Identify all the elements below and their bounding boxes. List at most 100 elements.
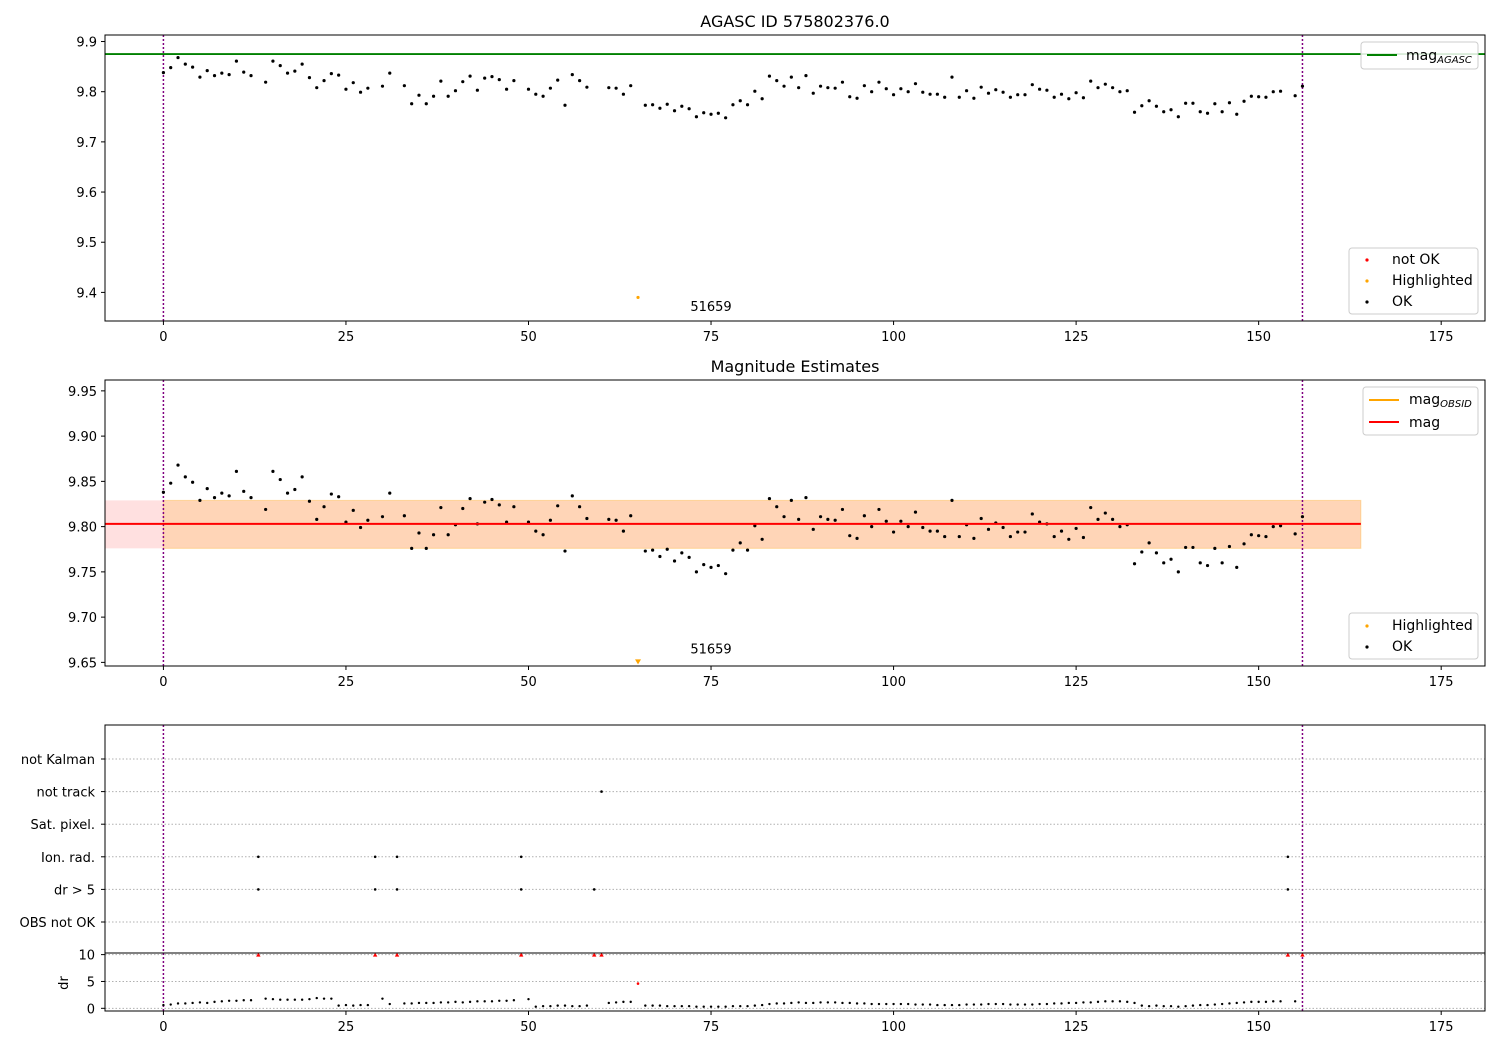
dr-point (381, 997, 384, 1000)
dr-point (906, 1002, 910, 1006)
ok-point (1293, 94, 1297, 98)
flags-row-labels: not Kalman not track Sat. pixel. Ion. rad. d… (20, 753, 105, 931)
ok-point (461, 506, 465, 511)
flags-axes-frame (104, 724, 1486, 1012)
x-tick-label: 125 (1064, 1020, 1089, 1035)
ok-point (585, 516, 589, 521)
x-tick-label: 125 (1064, 675, 1089, 690)
ok-point (548, 86, 552, 90)
legend-label-ok: OK (1392, 294, 1413, 310)
ok-point (870, 90, 874, 94)
ok-point (183, 475, 187, 479)
ok-point (621, 92, 626, 96)
x-tick-label: 100 (881, 675, 906, 690)
dr-point (403, 1002, 406, 1005)
dr-point (541, 1004, 545, 1008)
magnitude-axes-frame (104, 379, 1486, 667)
dr-point (863, 1002, 866, 1005)
ok-point (1052, 95, 1056, 99)
dr-point (308, 997, 311, 1001)
y-tick-label: 9.5 (76, 236, 97, 251)
dr-point (782, 1002, 786, 1005)
agasc-points (161, 55, 1305, 300)
x-tick-label: 175 (1429, 330, 1454, 345)
ok-point (1300, 515, 1305, 519)
ok-point (366, 86, 370, 90)
ok-point (431, 533, 436, 537)
ok-point (862, 84, 866, 88)
ok-point (1045, 88, 1049, 92)
dr-point (388, 1002, 391, 1006)
legend-marker-not-ok (1365, 258, 1369, 262)
ok-point (1235, 565, 1239, 569)
dr-point (337, 1004, 340, 1007)
ok-point (818, 84, 823, 88)
ok-point (1227, 101, 1232, 105)
ok-point (767, 496, 772, 501)
x-tick-label: 125 (1064, 330, 1089, 345)
dr-point (1016, 1003, 1019, 1006)
dr-highlighted-point (636, 982, 640, 985)
dr-point (1009, 1003, 1012, 1006)
ok-point (1118, 90, 1122, 94)
ok-point (585, 85, 589, 89)
ok-point (658, 106, 662, 110)
magnitude-point-legend-box (1348, 612, 1479, 660)
ok-point (1242, 542, 1246, 546)
dr-point (446, 1001, 450, 1004)
dr-point (746, 1004, 749, 1008)
ok-point (818, 515, 823, 519)
ok-point (578, 79, 582, 83)
dr-clipped-marker (599, 952, 604, 957)
ok-point (1147, 541, 1151, 545)
ok-point (227, 494, 231, 498)
ok-point (1154, 551, 1159, 555)
ok-point (811, 91, 815, 95)
dr-point (1023, 1003, 1027, 1006)
ok-point (921, 525, 925, 530)
ok-point (212, 496, 217, 500)
ok-point (329, 492, 333, 496)
ok-point (1067, 97, 1071, 101)
ok-point (906, 525, 910, 529)
ok-point (322, 505, 326, 509)
legend-marker-ok (1365, 300, 1369, 304)
dr-point (1118, 1000, 1122, 1003)
dr-point (965, 1003, 968, 1006)
ok-point (556, 504, 560, 508)
ok-point (1059, 92, 1064, 96)
dr-point (702, 1005, 705, 1008)
ok-point (410, 102, 414, 106)
flag-row-label: not Kalman (21, 753, 95, 768)
ok-point (534, 529, 538, 533)
ok-point (161, 490, 166, 494)
ok-point (921, 90, 925, 94)
ok-point (665, 102, 669, 106)
ok-point (724, 572, 728, 576)
ok-point (234, 469, 239, 474)
ok-point (1023, 93, 1027, 97)
dr-point (191, 1001, 194, 1005)
dr-point (1060, 1002, 1063, 1005)
ok-point (899, 519, 903, 523)
ok-point (351, 81, 355, 85)
dr-point (1228, 1002, 1231, 1005)
x-tick-label: 75 (703, 675, 720, 690)
dr-point (877, 1002, 881, 1006)
ok-point (176, 463, 180, 467)
dr-point (169, 1003, 172, 1006)
dr-point (1279, 1000, 1282, 1003)
ok-point (1038, 87, 1042, 91)
ok-point (1278, 524, 1283, 528)
ok-point (344, 87, 348, 91)
ok-point (468, 74, 472, 78)
dr-clipped-marker (256, 952, 261, 957)
dr-point (885, 1002, 888, 1006)
dr-point (490, 1000, 494, 1003)
legend-label-mag: mag (1409, 415, 1440, 431)
dr-point (855, 1002, 859, 1005)
ok-point (731, 548, 735, 552)
ok-point (417, 531, 421, 535)
dr-point (1184, 1004, 1187, 1008)
